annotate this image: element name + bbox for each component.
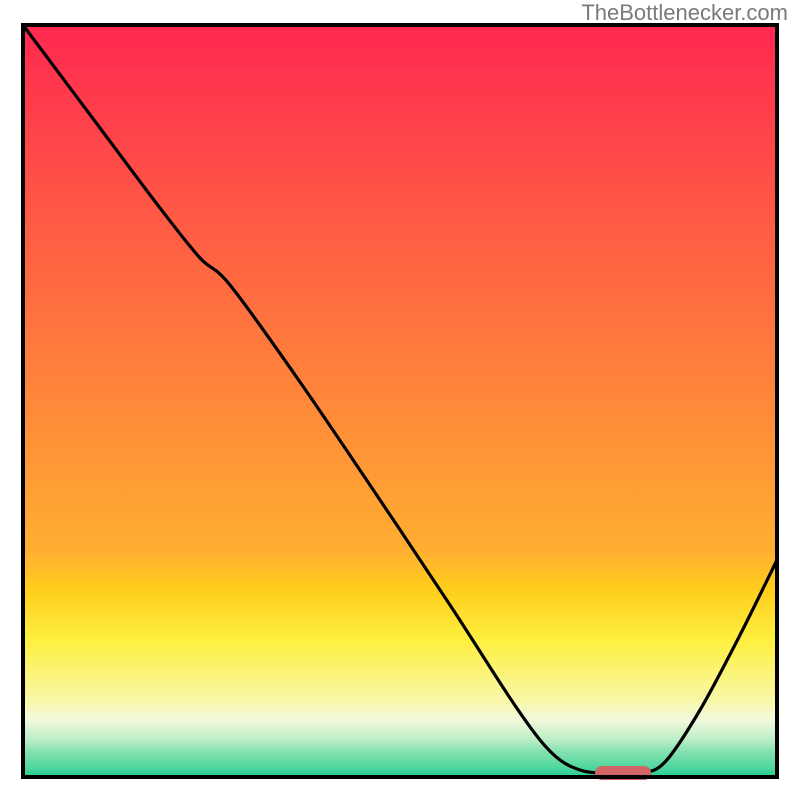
watermark-text: TheBottlenecker.com [581, 0, 788, 26]
chart-svg [0, 0, 800, 800]
gradient-background [23, 25, 777, 777]
